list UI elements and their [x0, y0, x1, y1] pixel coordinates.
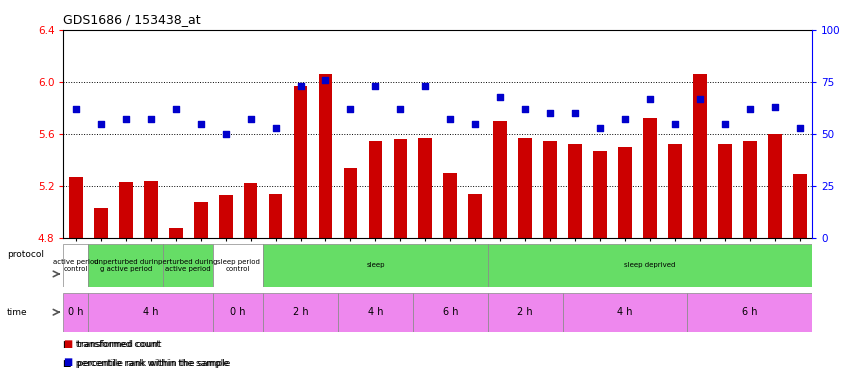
Text: sleep deprived: sleep deprived [624, 262, 676, 268]
Text: sleep period
control: sleep period control [217, 259, 260, 272]
Point [369, 83, 382, 89]
Text: 6 h: 6 h [442, 307, 458, 317]
Point [469, 121, 482, 127]
Bar [413, 292, 487, 332]
Point [668, 121, 682, 127]
Bar [244, 183, 257, 238]
Bar [493, 121, 507, 238]
Bar [443, 173, 457, 238]
Point [443, 117, 457, 123]
Bar [169, 228, 183, 238]
Bar [419, 138, 432, 238]
Point [244, 117, 257, 123]
Point [743, 106, 756, 112]
Point [593, 125, 607, 131]
Bar [543, 141, 557, 238]
Bar [269, 194, 283, 238]
Text: 4 h: 4 h [618, 307, 633, 317]
Text: ■  percentile rank within the sample: ■ percentile rank within the sample [63, 358, 231, 368]
Point [718, 121, 732, 127]
Point [294, 83, 307, 89]
Point [343, 106, 357, 112]
Bar [643, 118, 656, 238]
Bar [163, 244, 213, 287]
Bar [319, 74, 332, 238]
Text: percentile rank within the sample: percentile rank within the sample [70, 358, 229, 368]
Point [419, 83, 432, 89]
Text: sleep: sleep [366, 262, 385, 268]
Bar [469, 194, 482, 238]
Point [519, 106, 532, 112]
Bar [94, 208, 107, 238]
Bar [519, 138, 532, 238]
Bar [144, 181, 157, 238]
Bar [563, 292, 687, 332]
Bar [693, 74, 706, 238]
Point [618, 117, 632, 123]
Text: ■: ■ [63, 357, 73, 368]
Text: 6 h: 6 h [742, 307, 757, 317]
Text: 2 h: 2 h [518, 307, 533, 317]
Text: 4 h: 4 h [143, 307, 158, 317]
Text: active period
control: active period control [53, 259, 99, 272]
Bar [393, 139, 407, 238]
Point [219, 131, 233, 137]
Text: time: time [7, 308, 27, 316]
Text: 0 h: 0 h [230, 307, 246, 317]
Point [119, 117, 133, 123]
Bar [569, 144, 582, 238]
Text: 4 h: 4 h [368, 307, 383, 317]
Text: ■: ■ [63, 339, 73, 349]
Text: 2 h: 2 h [293, 307, 308, 317]
Point [793, 125, 806, 131]
Point [569, 110, 582, 116]
Bar [487, 292, 563, 332]
Bar [294, 86, 307, 238]
Point [693, 96, 706, 102]
Bar [487, 244, 812, 287]
Bar [338, 292, 413, 332]
Bar [88, 292, 213, 332]
Point [543, 110, 557, 116]
Text: transformed count: transformed count [70, 340, 160, 349]
Point [169, 106, 183, 112]
Bar [69, 177, 83, 238]
Bar [63, 292, 88, 332]
Bar [213, 292, 263, 332]
Point [94, 121, 107, 127]
Bar [343, 168, 357, 238]
Text: perturbed during
active period: perturbed during active period [158, 259, 218, 272]
Point [393, 106, 407, 112]
Bar [743, 141, 756, 238]
Point [144, 117, 157, 123]
Bar [687, 292, 812, 332]
Bar [263, 244, 487, 287]
Bar [219, 195, 233, 238]
Bar [119, 182, 133, 238]
Bar [618, 147, 632, 238]
Text: protocol: protocol [7, 250, 44, 259]
Point [493, 94, 507, 100]
Bar [194, 202, 207, 238]
Point [69, 106, 83, 112]
Text: ■  transformed count: ■ transformed count [63, 340, 162, 349]
Bar [88, 244, 163, 287]
Bar [718, 144, 732, 238]
Point [768, 104, 782, 110]
Bar [369, 141, 382, 238]
Bar [668, 144, 682, 238]
Point [643, 96, 656, 102]
Bar [213, 244, 263, 287]
Bar [768, 134, 782, 238]
Bar [793, 174, 806, 238]
Point [319, 77, 332, 83]
Text: 0 h: 0 h [69, 307, 84, 317]
Bar [263, 292, 338, 332]
Bar [63, 244, 88, 287]
Bar [593, 151, 607, 238]
Point [269, 125, 283, 131]
Text: GDS1686 / 153438_at: GDS1686 / 153438_at [63, 13, 201, 26]
Point [194, 121, 207, 127]
Text: unperturbed durin
g active period: unperturbed durin g active period [94, 259, 158, 272]
